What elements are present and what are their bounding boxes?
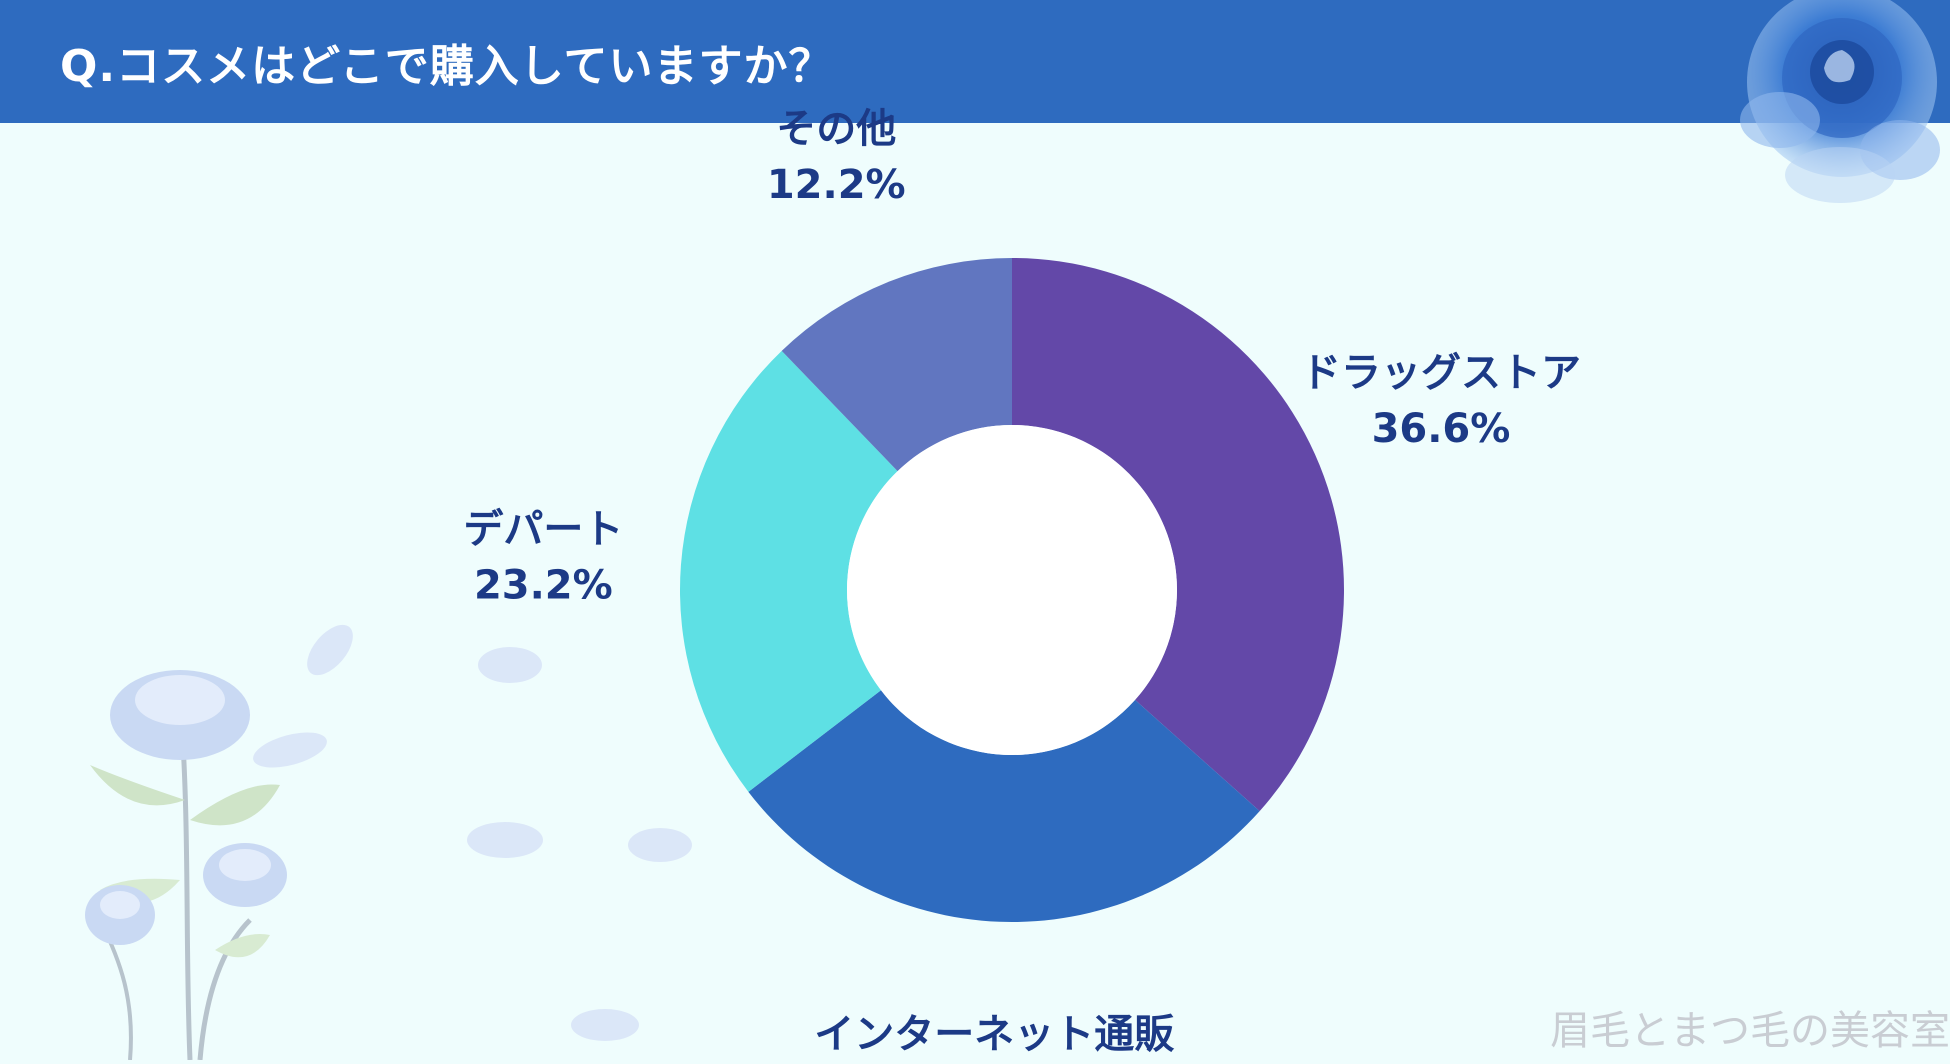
watermark: 眉毛とまつ毛の美容室 [1550, 1008, 1950, 1054]
donut-slice-2 [748, 690, 1260, 923]
header-bar: Q.コスメはどこで購入していますか？ [0, 0, 1950, 123]
slice-label-3: デパート [463, 507, 623, 553]
page-title: Q.コスメはどこで購入していますか？ [60, 41, 834, 92]
rose-decoration-top [1740, 0, 1940, 203]
slice-value-4: 12.2% [767, 162, 906, 208]
donut-hole [847, 425, 1177, 755]
rose-branch-decoration [85, 624, 692, 1060]
slice-label-2: インターネット通販 [814, 1012, 1174, 1058]
donut-slice-3 [680, 350, 898, 792]
donut-slice-4 [781, 258, 1012, 472]
donut-slice-1 [1012, 258, 1344, 812]
slice-label-1: ドラッグストア [1301, 350, 1581, 396]
slice-value-3: 23.2% [474, 563, 613, 609]
slice-label-4: その他 [776, 106, 896, 152]
slice-value-1: 36.6% [1372, 406, 1511, 452]
